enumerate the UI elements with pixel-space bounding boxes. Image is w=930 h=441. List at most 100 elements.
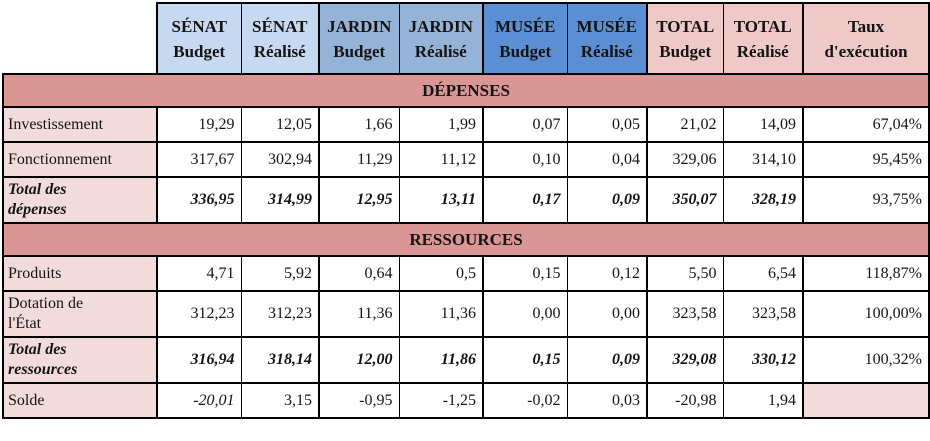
- value-cell: 1,99: [398, 106, 483, 142]
- column-header-group-label: MUSÉE: [576, 16, 637, 36]
- value-cell: 323,58: [646, 290, 723, 337]
- value-cell: 330,12: [722, 336, 803, 383]
- value-cell: 100,00%: [802, 290, 930, 337]
- value-cell: 5,92: [240, 255, 319, 291]
- value-cell: 302,94: [240, 141, 319, 177]
- table-row: Investissement 19,29 12,05 1,66 1,99 0,07 0,05…: [2, 106, 930, 142]
- column-header-group-label: SÉNAT: [252, 16, 308, 36]
- value-cell: 0,03: [566, 382, 647, 419]
- value-cell: 11,36: [318, 290, 399, 337]
- column-header-sub-label: Budget: [173, 41, 226, 61]
- row-label: Total des dépenses: [2, 176, 157, 223]
- table-row: Total des ressources 316,94 318,14 12,00 11,…: [2, 336, 930, 383]
- value-cell: 0,10: [482, 141, 567, 177]
- row-label: Investissement: [2, 106, 157, 142]
- value-cell: 14,09: [722, 106, 803, 142]
- column-header-senat-budget: SÉNAT Budget: [156, 2, 241, 74]
- value-cell: 317,67: [156, 141, 241, 177]
- value-cell: 323,58: [722, 290, 803, 337]
- column-header-senat-realise: SÉNAT Réalisé: [240, 2, 319, 74]
- value-cell: 67,04%: [802, 106, 930, 142]
- value-cell: -20,98: [646, 382, 723, 419]
- value-cell: 316,94: [156, 336, 241, 383]
- column-header-sub-label: Réalisé: [253, 41, 306, 61]
- value-cell: 0,12: [566, 255, 647, 291]
- row-label: Solde: [2, 382, 157, 419]
- value-cell: -0,02: [482, 382, 567, 419]
- column-header-group-label: JARDIN: [408, 16, 473, 36]
- column-header-total-realise: TOTAL Réalisé: [722, 2, 803, 74]
- column-header-taux-execution: Taux d'exécution: [802, 2, 930, 74]
- column-header-total-budget: TOTAL Budget: [646, 2, 723, 74]
- value-cell: 12,95: [318, 176, 399, 223]
- column-header-group-label: JARDIN: [327, 16, 392, 36]
- column-header-group-label: Taux: [847, 16, 885, 36]
- row-label: Fonctionnement: [2, 141, 157, 177]
- value-cell: 329,06: [646, 141, 723, 177]
- value-cell: 12,05: [240, 106, 319, 142]
- page: SÉNAT Budget SÉNAT Réalisé JARDIN Budget JARDI…: [2, 2, 930, 419]
- value-cell: 100,32%: [802, 336, 930, 383]
- value-cell: 314,10: [722, 141, 803, 177]
- value-cell: 0,00: [482, 290, 567, 337]
- value-cell: -20,01: [156, 382, 241, 419]
- column-header-sub-label: Budget: [333, 41, 386, 61]
- column-header-group-label: TOTAL: [656, 16, 715, 36]
- table-row: Dotation de l'État 312,23 312,23 11,36 11,36…: [2, 290, 930, 337]
- table-row: Solde -20,01 3,15 -0,95 -1,25 -0,02 0,03 -20,98…: [2, 382, 930, 419]
- value-cell: 329,08: [646, 336, 723, 383]
- row-label: Dotation de l'État: [2, 290, 157, 337]
- table-header: SÉNAT Budget SÉNAT Réalisé JARDIN Budget JARDI…: [3, 2, 930, 74]
- section-header-ressources: RESSOURCES: [2, 222, 930, 256]
- value-cell: 6,54: [722, 255, 803, 291]
- value-cell: 0,15: [482, 255, 567, 291]
- table-row: Total des dépenses 336,95 314,99 12,95 13,11…: [2, 176, 930, 223]
- value-cell: 118,87%: [802, 255, 930, 291]
- table-body: DÉPENSES Investissement 19,29 12,05 1,66 1,99…: [2, 73, 930, 419]
- budget-execution-table: SÉNAT Budget SÉNAT Réalisé JARDIN Budget JARDI…: [2, 2, 930, 419]
- column-header-sub-label: Réalisé: [736, 41, 789, 61]
- value-cell: 350,07: [646, 176, 723, 223]
- value-cell: 0,5: [398, 255, 483, 291]
- column-header-sub-label: d'exécution: [824, 41, 908, 61]
- value-cell: 336,95: [156, 176, 241, 223]
- column-header-musee-realise: MUSÉE Réalisé: [566, 2, 647, 74]
- value-cell: 11,36: [398, 290, 483, 337]
- column-header-sub-label: Budget: [659, 41, 712, 61]
- column-header-sub-label: Réalisé: [414, 41, 467, 61]
- value-cell: 1,94: [722, 382, 803, 419]
- value-cell: 318,14: [240, 336, 319, 383]
- value-cell: 19,29: [156, 106, 241, 142]
- value-cell: 1,66: [318, 106, 399, 142]
- column-header-jardin-budget: JARDIN Budget: [318, 2, 399, 74]
- value-cell: -1,25: [398, 382, 483, 419]
- corner-blank-cell: [3, 3, 157, 74]
- value-cell: 95,45%: [802, 141, 930, 177]
- value-cell: 0,09: [566, 336, 647, 383]
- column-header-sub-label: Budget: [499, 41, 552, 61]
- value-cell: 0,04: [566, 141, 647, 177]
- value-cell: 3,15: [240, 382, 319, 419]
- value-cell: 93,75%: [802, 176, 930, 223]
- column-header-group-label: SÉNAT: [171, 16, 227, 36]
- column-header-jardin-realise: JARDIN Réalisé: [398, 2, 483, 74]
- value-cell: 13,11: [398, 176, 483, 223]
- value-cell: 0,17: [482, 176, 567, 223]
- column-header-group-label: TOTAL: [733, 16, 792, 36]
- value-cell: 5,50: [646, 255, 723, 291]
- column-header-group-label: MUSÉE: [495, 16, 556, 36]
- value-cell: [802, 382, 930, 419]
- table-row: Produits 4,71 5,92 0,64 0,5 0,15 0,12 5,50 6,54 1…: [2, 255, 930, 291]
- column-header-musee-budget: MUSÉE Budget: [482, 2, 567, 74]
- value-cell: 314,99: [240, 176, 319, 223]
- table-row: Fonctionnement 317,67 302,94 11,29 11,12 0,10…: [2, 141, 930, 177]
- value-cell: 11,12: [398, 141, 483, 177]
- value-cell: 0,15: [482, 336, 567, 383]
- section-header-depenses: DÉPENSES: [2, 73, 930, 107]
- row-label: Total des ressources: [2, 336, 157, 383]
- value-cell: 312,23: [156, 290, 241, 337]
- value-cell: 12,00: [318, 336, 399, 383]
- value-cell: 0,64: [318, 255, 399, 291]
- value-cell: 0,05: [566, 106, 647, 142]
- value-cell: 4,71: [156, 255, 241, 291]
